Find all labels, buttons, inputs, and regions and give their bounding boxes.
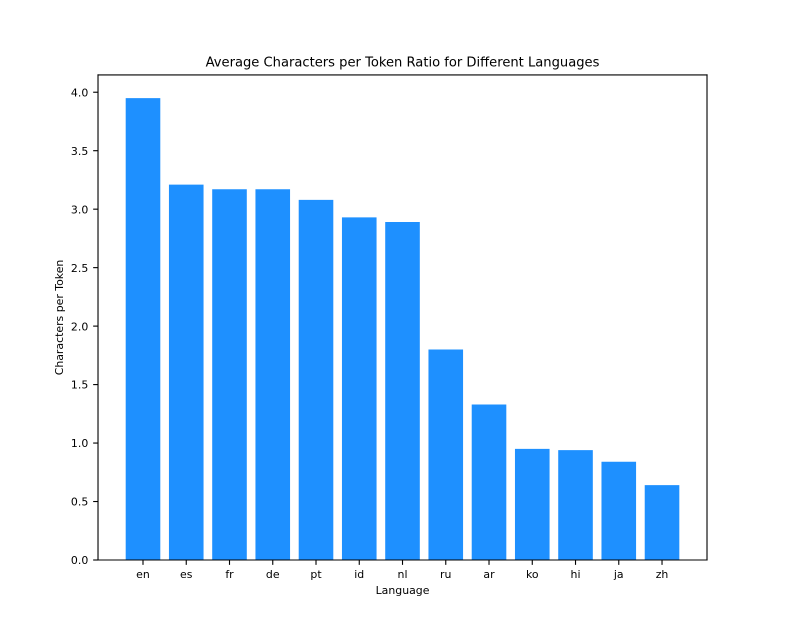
svg-text:3.0: 3.0 [71, 203, 88, 216]
svg-text:es: es [180, 568, 193, 581]
svg-text:ja: ja [613, 568, 624, 581]
svg-text:0.5: 0.5 [71, 496, 88, 509]
svg-text:ar: ar [483, 568, 495, 581]
svg-text:3.5: 3.5 [71, 145, 88, 158]
svg-text:ru: ru [440, 568, 451, 581]
svg-text:2.0: 2.0 [71, 320, 88, 333]
svg-text:1.0: 1.0 [71, 437, 88, 450]
svg-text:0.0: 0.0 [71, 554, 88, 567]
svg-text:1.5: 1.5 [71, 379, 88, 392]
svg-text:ko: ko [526, 568, 539, 581]
svg-text:Language: Language [376, 584, 430, 597]
svg-text:Characters per Token: Characters per Token [53, 260, 66, 376]
svg-text:en: en [136, 568, 150, 581]
svg-text:2.5: 2.5 [71, 262, 88, 275]
svg-text:4.0: 4.0 [71, 86, 88, 99]
svg-text:hi: hi [571, 568, 581, 581]
svg-text:pt: pt [310, 568, 322, 581]
svg-text:id: id [354, 568, 364, 581]
svg-text:fr: fr [225, 568, 234, 581]
svg-text:zh: zh [656, 568, 669, 581]
svg-text:nl: nl [398, 568, 408, 581]
svg-text:de: de [266, 568, 280, 581]
svg-text:Average Characters per Token R: Average Characters per Token Ratio for D… [206, 56, 600, 71]
